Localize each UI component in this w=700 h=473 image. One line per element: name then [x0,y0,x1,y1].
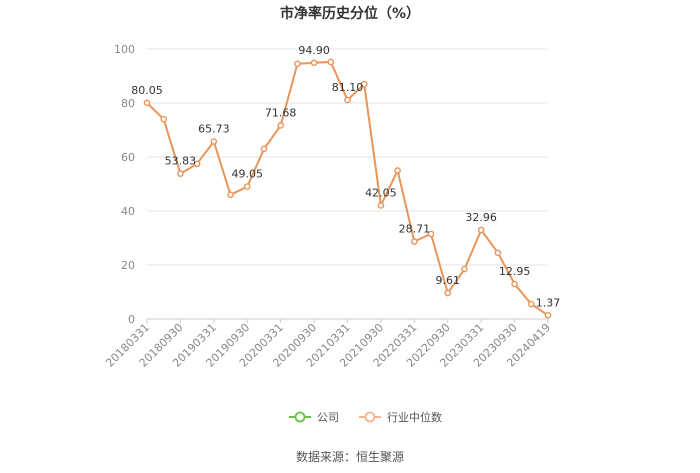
data-point [527,300,535,308]
data-point [377,202,385,209]
data-point [394,167,401,174]
data-point [243,183,251,190]
data-point [494,249,502,257]
data-label: 49.05 [232,168,264,181]
y-tick-label: 20 [121,259,135,272]
data-point [477,226,485,234]
legend-marker-circle [294,411,306,423]
data-point [360,80,368,88]
data-label: 42.05 [365,186,397,199]
data-label: 80.05 [131,84,163,97]
data-labels: 80.05 53.83 65.73 49.05 71.68 94.90 81.10 42.05… [131,44,560,310]
data-label: 32.96 [465,211,497,224]
data-point [427,230,435,238]
legend-marker-circle [364,411,376,423]
y-tick-label: 0 [128,313,135,326]
data-point [544,312,552,319]
data-point [444,289,452,297]
data-point [327,58,335,66]
data-label: 65.73 [198,123,230,136]
data-point [461,265,468,273]
chart-title: 市净率历史分位（%） [280,5,420,22]
data-label: 94.90 [298,44,330,57]
data-point [210,138,218,145]
data-point [227,191,234,199]
data-label: 53.83 [165,155,197,168]
legend-item-label: 公司 [317,411,339,424]
data-label: 71.68 [265,106,297,119]
legend-item-label: 行业中位数 [387,410,442,424]
legend: 公司 行业中位数 [289,410,442,424]
y-tick-label: 60 [121,151,135,164]
data-label: 28.71 [399,222,431,235]
data-point [511,280,518,288]
source-note: 数据来源：恒生聚源 [296,449,404,464]
data-label: 1.37 [536,296,561,309]
data-label: 9.61 [436,274,461,287]
y-tick-label: 80 [121,97,135,110]
y-tick-label: 40 [121,205,135,218]
data-point [294,60,301,68]
data-point [160,115,168,123]
data-point [310,59,318,67]
data-point [177,170,184,177]
data-point [260,145,268,153]
data-label: 81.10 [332,81,364,94]
data-point [344,96,351,104]
data-point [143,99,151,107]
y-tick-label: 100 [114,43,135,56]
data-point [411,238,418,245]
data-point [193,160,201,168]
data-label: 12.95 [499,265,531,278]
data-point [277,122,284,129]
series-lines [143,58,552,319]
axes: 0204060801002018033120180930201903312019… [103,43,553,370]
